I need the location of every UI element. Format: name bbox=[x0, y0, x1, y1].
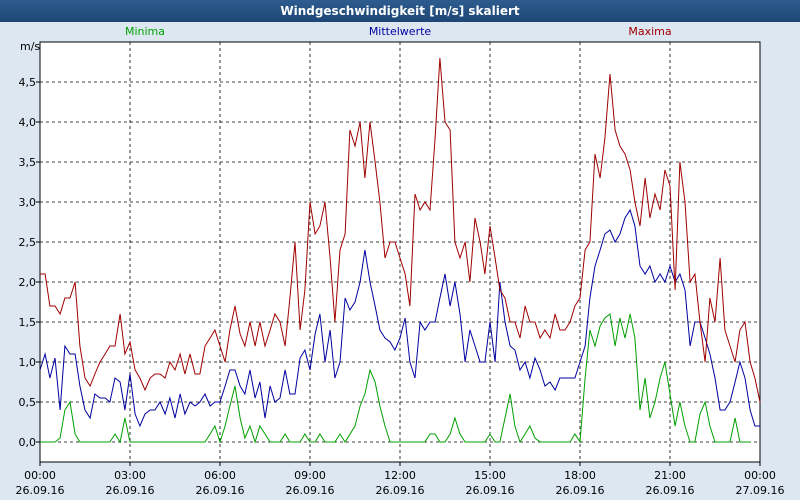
legend-mittelwerte: Mittelwerte bbox=[369, 25, 432, 38]
x-tick-label-date: 26.09.16 bbox=[376, 484, 425, 497]
x-tick-label-time: 06:00 bbox=[204, 469, 236, 482]
series-line-maxima bbox=[40, 57, 761, 403]
x-tick-label-date: 26.09.16 bbox=[106, 484, 155, 497]
x-tick-label-date: 26.09.16 bbox=[16, 484, 65, 497]
legend-minima: Minima bbox=[125, 25, 165, 38]
series-line-minima bbox=[40, 313, 751, 444]
x-tick-label-time: 21:00 bbox=[654, 469, 686, 482]
x-tick-label-date: 26.09.16 bbox=[646, 484, 695, 497]
y-tick-label: 4,5 bbox=[19, 76, 37, 89]
x-tick-label-time: 12:00 bbox=[384, 469, 416, 482]
series-line-mittelwerte bbox=[39, 208, 760, 428]
x-tick-label-time: 15:00 bbox=[474, 469, 506, 482]
x-tick-label-time: 03:00 bbox=[114, 469, 146, 482]
y-axis-label: m/s bbox=[20, 40, 40, 53]
y-tick-label: 1,5 bbox=[19, 316, 37, 329]
y-tick-label: 3,0 bbox=[19, 196, 37, 209]
window-title: Windgeschwindigkeit [m/s] skaliert bbox=[0, 0, 800, 22]
x-tick-label-date: 26.09.16 bbox=[196, 484, 245, 497]
x-tick-label-date: 26.09.16 bbox=[556, 484, 605, 497]
axes: 0,0 0,5 1,0 1,5 2,0 2,5 3,0 3,5 4,0 4,5 00:00 26.09… bbox=[16, 76, 785, 497]
y-tick-label: 2,5 bbox=[19, 236, 37, 249]
x-tick-label-time: 18:00 bbox=[564, 469, 596, 482]
y-tick-label: 0,0 bbox=[19, 436, 37, 449]
legend-maxima: Maxima bbox=[628, 25, 671, 38]
y-tick-label: 4,0 bbox=[19, 116, 37, 129]
y-tick-label: 1,0 bbox=[19, 356, 37, 369]
x-tick-label-date: 26.09.16 bbox=[466, 484, 515, 497]
x-tick-label-date: 27.09.16 bbox=[736, 484, 785, 497]
grid-lines bbox=[40, 42, 760, 462]
x-tick-label-time: 09:00 bbox=[294, 469, 326, 482]
y-tick-label: 3,5 bbox=[19, 156, 37, 169]
x-tick-label-time: 00:00 bbox=[744, 469, 776, 482]
y-tick-label: 2,0 bbox=[19, 276, 37, 289]
series-lines bbox=[39, 57, 761, 444]
x-tick-label-date: 26.09.16 bbox=[286, 484, 335, 497]
y-tick-label: 0,5 bbox=[19, 396, 37, 409]
x-tick-label-time: 00:00 bbox=[24, 469, 56, 482]
